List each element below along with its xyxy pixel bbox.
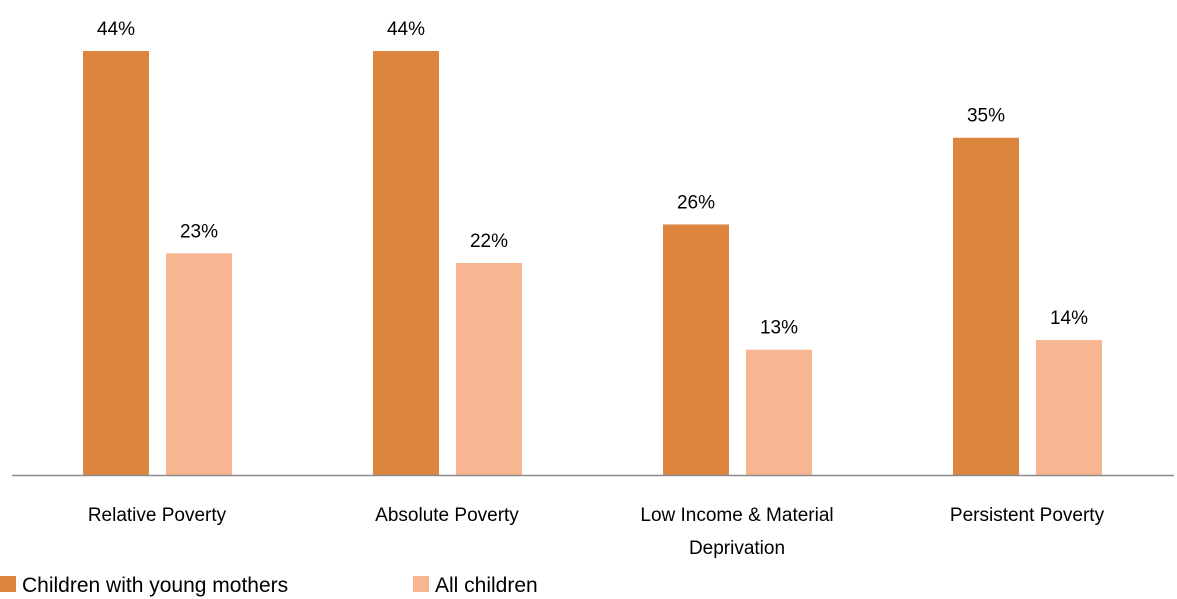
category-label: Low Income & Material (640, 505, 833, 526)
bar-young-mothers-0 (83, 51, 149, 475)
bar-young-mothers-3 (953, 137, 1019, 475)
bar-all-children-3 (1036, 340, 1102, 475)
data-label: 22% (470, 231, 508, 252)
data-label: 23% (180, 221, 218, 242)
category-label: Relative Poverty (88, 505, 227, 526)
data-label: 13% (760, 318, 798, 339)
bar-all-children-2 (746, 349, 812, 475)
legend-swatch (0, 576, 16, 592)
category-label: Persistent Poverty (950, 505, 1105, 526)
data-label: 44% (387, 19, 425, 40)
category-label: Deprivation (689, 538, 785, 559)
bars-layer (83, 51, 1102, 475)
bar-young-mothers-1 (373, 51, 439, 475)
bar-all-children-1 (456, 263, 522, 475)
data-label: 26% (677, 192, 715, 213)
legend: Children with young mothers All children (0, 574, 538, 597)
legend-swatch (413, 576, 429, 592)
data-label: 14% (1050, 308, 1088, 329)
bar-young-mothers-2 (663, 224, 729, 475)
category-label: Absolute Poverty (375, 505, 519, 526)
data-labels-layer: 44% 23% 44% 22% 26% 13% 35% 14% (97, 19, 1088, 339)
category-labels-layer: Relative Poverty Absolute Poverty Low Inco… (88, 505, 1105, 559)
legend-label: All children (435, 574, 538, 597)
legend-label: Children with young mothers (22, 574, 288, 597)
data-label: 35% (967, 106, 1005, 127)
bar-all-children-0 (166, 253, 232, 475)
data-label: 44% (97, 19, 135, 40)
